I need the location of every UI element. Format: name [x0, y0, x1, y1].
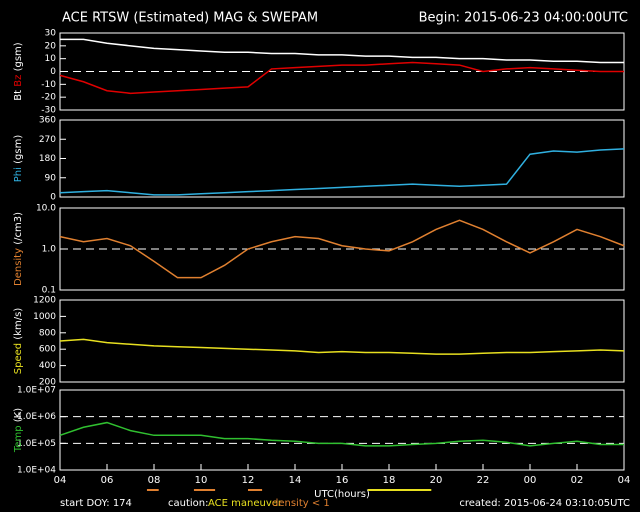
- y-tick-label: -10: [41, 80, 56, 90]
- y-tick-label: 600: [39, 345, 56, 355]
- data-line: [59, 61, 624, 95]
- y-tick-label: 90: [45, 173, 57, 183]
- chart-title: ACE RTSW (Estimated) MAG & SWEPAM: [62, 11, 318, 26]
- y-tick-label: 1200: [33, 296, 56, 306]
- y-unit: (gsm): [13, 135, 24, 164]
- x-tick-label: 06: [101, 475, 114, 486]
- data-line: [60, 38, 624, 64]
- legend-entry: Bz: [13, 75, 24, 87]
- panel-frame: [59, 299, 625, 383]
- y-tick-label: 800: [39, 328, 56, 338]
- y-tick-label: 1.0E+05: [17, 439, 56, 449]
- x-tick-label: 18: [383, 475, 396, 486]
- x-tick-label: 14: [289, 475, 302, 486]
- y-axis-label: Phi (gsm): [13, 135, 24, 183]
- y-tick-label: 1.0E+04: [17, 466, 56, 476]
- y-tick-label: -30: [41, 106, 56, 116]
- y-tick-label: 30: [45, 29, 57, 39]
- y-unit: (/cm3): [13, 212, 24, 245]
- legend-entry: Bt: [13, 90, 24, 101]
- x-tick-label: 16: [336, 475, 349, 486]
- legend-entry: Temp: [13, 425, 24, 453]
- y-tick-label: -20: [41, 93, 56, 103]
- y-tick-label: 1.0: [42, 245, 57, 255]
- y-tick-label: 360: [39, 116, 56, 126]
- y-unit: (K): [13, 408, 24, 422]
- data-line: [59, 421, 624, 447]
- data-line: [59, 219, 625, 279]
- y-unit: (gsm): [13, 42, 24, 71]
- x-axis-label: UTC(hours): [314, 489, 370, 500]
- x-tick-label: 04: [54, 475, 67, 486]
- y-axis-label: Density (/cm3): [13, 212, 24, 286]
- y-tick-label: 270: [39, 135, 56, 145]
- x-tick-label: 00: [524, 475, 537, 486]
- legend-entry: Density: [13, 248, 24, 286]
- y-tick-label: 0: [50, 193, 56, 203]
- x-tick-label: 04: [618, 475, 631, 486]
- legend-entry: Phi: [13, 167, 24, 182]
- y-tick-label: 20: [45, 41, 57, 51]
- y-tick-label: 1.0E+07: [17, 386, 56, 396]
- x-tick-label: 22: [477, 475, 490, 486]
- created-time: created: 2015-06-24 03:10:05UTC: [459, 498, 630, 509]
- y-tick-label: 1.0E+06: [17, 412, 56, 422]
- density-legend: density < 1: [272, 498, 330, 509]
- x-tick-label: 12: [242, 475, 255, 486]
- begin-time: Begin: 2015-06-23 04:00:00UTC: [419, 11, 628, 26]
- y-axis-label: Temp (K): [13, 408, 24, 453]
- y-tick-label: 200: [39, 378, 56, 388]
- x-tick-label: 10: [195, 475, 208, 486]
- y-unit: (km/s): [13, 308, 24, 340]
- y-axis-label: Bt Bz (gsm): [13, 42, 24, 100]
- data-line: [59, 148, 625, 196]
- maneuver-legend: ACE maneuver: [208, 498, 283, 509]
- y-tick-label: 1000: [33, 312, 56, 322]
- y-tick-label: 10.0: [36, 204, 56, 214]
- y-tick-label: 0: [50, 67, 56, 77]
- y-tick-label: 0.1: [42, 286, 56, 296]
- x-tick-label: 20: [430, 475, 443, 486]
- legend-entry: Speed: [13, 343, 24, 374]
- panel-frame: [59, 119, 625, 198]
- start-doy: start DOY: 174: [60, 498, 132, 509]
- panel-frame: [59, 389, 625, 471]
- x-tick-label: 08: [148, 475, 161, 486]
- data-line: [59, 338, 625, 355]
- y-tick-label: 400: [39, 361, 56, 371]
- y-axis-label: Speed (km/s): [13, 308, 24, 375]
- y-tick-label: 10: [45, 54, 57, 64]
- y-tick-label: 180: [39, 154, 56, 164]
- caution-label: caution:: [168, 498, 209, 509]
- x-tick-label: 02: [571, 475, 584, 486]
